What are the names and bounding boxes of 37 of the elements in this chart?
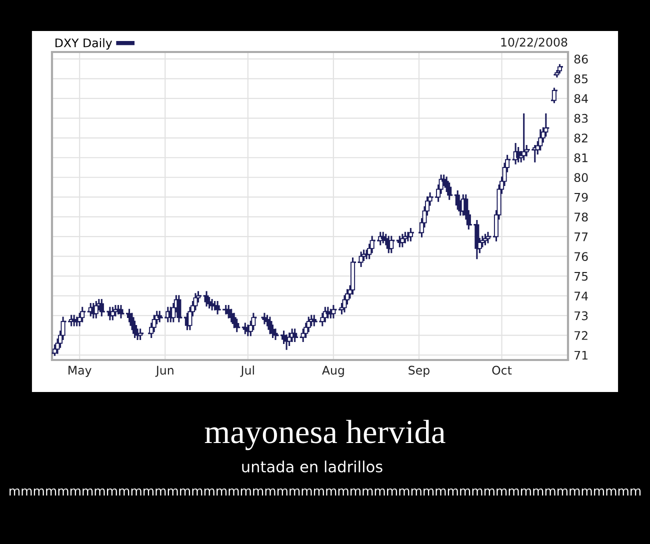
x-tick-label: Jun <box>155 366 174 377</box>
legend-label: DXY Daily <box>56 38 112 50</box>
y-tick-label: 77 <box>574 232 588 242</box>
y-tick-label: 80 <box>574 173 588 182</box>
candlestick <box>110 306 115 320</box>
candlestick <box>486 232 490 244</box>
y-tick-label: 73 <box>574 311 588 320</box>
y-tick-label: 76 <box>574 252 588 261</box>
candlestick <box>350 258 356 295</box>
y-tick-label: 81 <box>574 153 588 162</box>
candlestick <box>358 252 364 267</box>
x-tick-label: May <box>68 366 92 377</box>
y-tick-label: 72 <box>574 331 588 340</box>
y-tick-label: 84 <box>574 94 588 104</box>
candlestick <box>482 234 488 246</box>
y-tick-label: 71 <box>574 350 588 360</box>
candlestick <box>80 306 85 322</box>
x-tick-label: Sep <box>408 366 430 377</box>
candlestick <box>552 88 556 104</box>
candlestick <box>400 234 405 248</box>
text: mayonesa hervida <box>204 420 446 450</box>
x-tick-label: Jul <box>240 366 254 377</box>
candlestick <box>138 328 143 340</box>
x-tick-label: Oct <box>492 366 512 375</box>
y-tick-label: 85 <box>574 74 588 84</box>
y-tick-label: 83 <box>574 114 588 123</box>
candlestick <box>389 236 394 254</box>
y-tick-label: 74 <box>574 292 588 300</box>
y-tick-label: 86 <box>574 54 588 64</box>
text: mmmmmmmmmmmmmmmmmmmmmmmmmmmmmmmmmmmmmmmmmmmmmmmmmmmm <box>10 488 641 496</box>
y-tick-label: 79 <box>574 192 588 202</box>
y-tick-label: 78 <box>574 212 588 222</box>
y-tick-label: 75 <box>574 272 588 281</box>
x-tick-label: Aug <box>322 366 344 377</box>
y-tick-label: 82 <box>574 134 588 143</box>
text: untada en ladrillos <box>242 460 382 472</box>
text: 10/22/2008 <box>501 38 568 48</box>
